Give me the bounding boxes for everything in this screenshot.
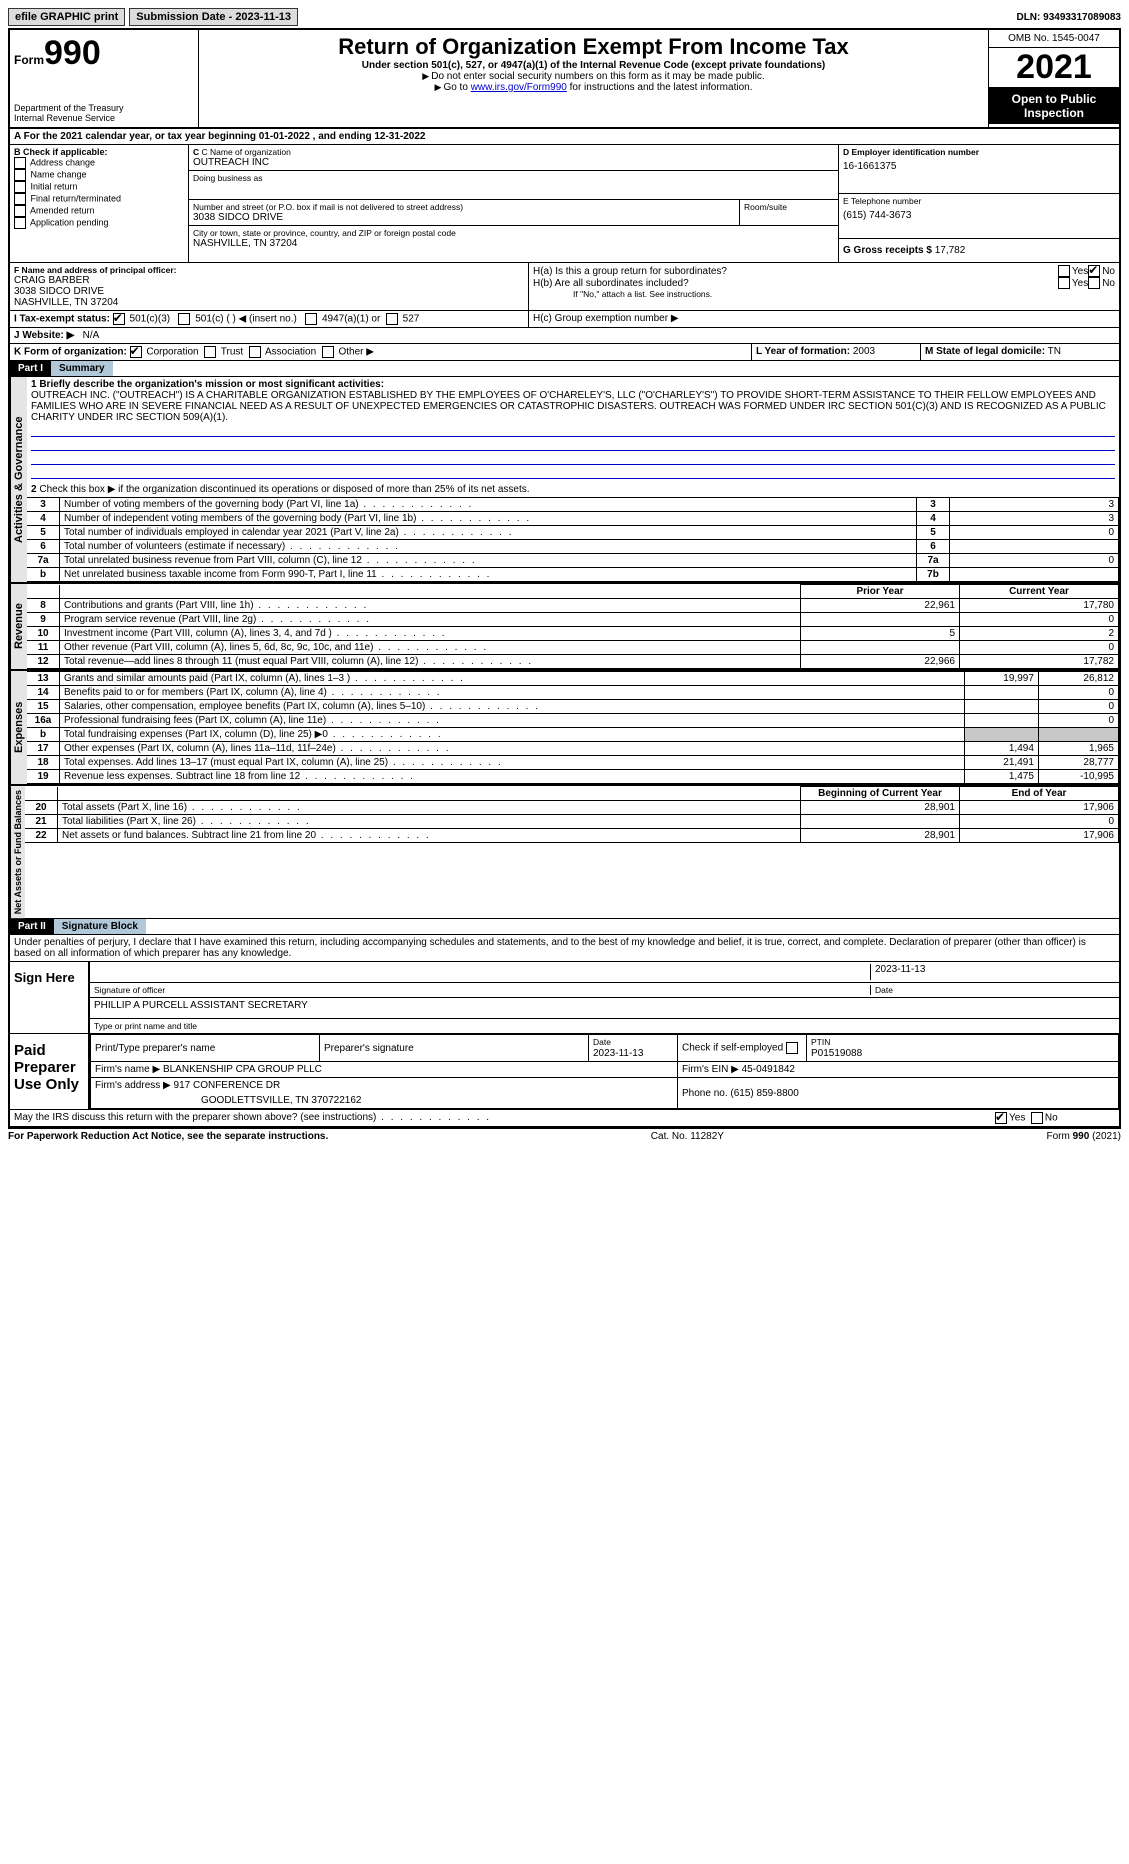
tbl-exp: 13Grants and similar amounts paid (Part … — [27, 671, 1119, 784]
side-rev: Revenue — [10, 584, 27, 669]
hb-yes[interactable] — [1058, 277, 1070, 289]
tbl-nab: Beginning of Current YearEnd of Year20To… — [25, 786, 1119, 843]
i-4947[interactable] — [305, 313, 317, 325]
form-label: Form — [14, 53, 44, 67]
declaration: Under penalties of perjury, I declare th… — [10, 935, 1119, 962]
form-header: Form990 Department of the Treasury Inter… — [10, 30, 1119, 129]
discuss-no[interactable] — [1031, 1112, 1043, 1124]
may-discuss: May the IRS discuss this return with the… — [10, 1110, 1119, 1127]
open-public: Open to Public Inspection — [989, 88, 1119, 124]
part2-hdr: Part IISignature Block — [10, 919, 1119, 935]
side-nab: Net Assets or Fund Balances — [10, 786, 25, 918]
section-rev: Revenue Prior YearCurrent Year8Contribut… — [10, 584, 1119, 671]
note2: Go to www.irs.gov/Form990 for instructio… — [203, 82, 984, 93]
line-j: J Website: ▶ N/A — [10, 328, 1119, 344]
mission: OUTREACH INC. ("OUTREACH") IS A CHARITAB… — [31, 390, 1115, 423]
part1-hdr: Part ISummary — [10, 361, 1119, 377]
line-klm: K Form of organization: Corporation Trus… — [10, 344, 1119, 361]
topbar: efile GRAPHIC print Submission Date - 20… — [8, 8, 1121, 26]
section-nab: Net Assets or Fund Balances Beginning of… — [10, 786, 1119, 919]
block-bcdeg: B Check if applicable: Address change Na… — [10, 145, 1119, 263]
form-title: Return of Organization Exempt From Incom… — [203, 34, 984, 60]
subtitle: Under section 501(c), 527, or 4947(a)(1)… — [203, 60, 984, 71]
efile-btn[interactable]: efile GRAPHIC print — [8, 8, 125, 26]
submission-btn[interactable]: Submission Date - 2023-11-13 — [129, 8, 298, 26]
dept: Department of the Treasury — [14, 103, 194, 113]
b-opt: Name change — [14, 169, 184, 181]
dln: DLN: 93493317089083 — [1016, 12, 1121, 23]
tax-year: 2021 — [989, 48, 1119, 88]
section-ag: Activities & Governance 1 Briefly descri… — [10, 377, 1119, 584]
b-opt: Initial return — [14, 181, 184, 193]
sign-here: Sign Here 2023-11-13 Signature of office… — [10, 962, 1119, 1034]
ha-no[interactable] — [1088, 265, 1100, 277]
line-i: I Tax-exempt status: 501(c)(3) 501(c) ( … — [10, 311, 1119, 328]
side-exp: Expenses — [10, 671, 27, 784]
tbl-ag: 3Number of voting members of the governi… — [27, 497, 1119, 582]
form-footer: Form 990 (2021) — [1047, 1131, 1121, 1142]
tbl-rev: Prior YearCurrent Year8Contributions and… — [27, 584, 1119, 669]
phone: (615) 744-3673 — [843, 206, 1115, 221]
b-opt: Application pending — [14, 217, 184, 229]
block-fh: F Name and address of principal officer:… — [10, 263, 1119, 311]
omb: OMB No. 1545-0047 — [989, 30, 1119, 48]
i-527[interactable] — [386, 313, 398, 325]
ha-yes[interactable] — [1058, 265, 1070, 277]
line-a: A For the 2021 calendar year, or tax yea… — [10, 129, 1119, 145]
section-exp: Expenses 13Grants and similar amounts pa… — [10, 671, 1119, 786]
col-c: C C Name of organization OUTREACH INC Do… — [189, 145, 839, 262]
b-opt: Address change — [14, 157, 184, 169]
org-name: OUTREACH INC — [193, 157, 834, 168]
side-ag: Activities & Governance — [10, 377, 27, 582]
form-number: 990 — [44, 34, 101, 72]
city: NASHVILLE, TN 37204 — [193, 238, 834, 249]
col-b: B Check if applicable: Address change Na… — [10, 145, 189, 262]
i-501c3[interactable] — [113, 313, 125, 325]
i-501c[interactable] — [178, 313, 190, 325]
irs-link[interactable]: www.irs.gov/Form990 — [471, 82, 567, 93]
street: 3038 SIDCO DRIVE — [193, 212, 735, 223]
form-outer: Form990 Department of the Treasury Inter… — [8, 28, 1121, 1129]
footer: For Paperwork Reduction Act Notice, see … — [8, 1129, 1121, 1142]
b-opt: Final return/terminated — [14, 193, 184, 205]
col-deg: D Employer identification number 16-1661… — [839, 145, 1119, 262]
b-opt: Amended return — [14, 205, 184, 217]
k-corp[interactable] — [130, 346, 142, 358]
self-emp-cb[interactable] — [786, 1042, 798, 1054]
paid-preparer: Paid Preparer Use Only Print/Type prepar… — [10, 1034, 1119, 1110]
discuss-yes[interactable] — [995, 1112, 1007, 1124]
irs: Internal Revenue Service — [14, 113, 194, 123]
ein: 16-1661375 — [843, 157, 1115, 172]
note1: Do not enter social security numbers on … — [203, 71, 984, 82]
hb-no[interactable] — [1088, 277, 1100, 289]
gross-receipts: 17,782 — [935, 245, 966, 256]
